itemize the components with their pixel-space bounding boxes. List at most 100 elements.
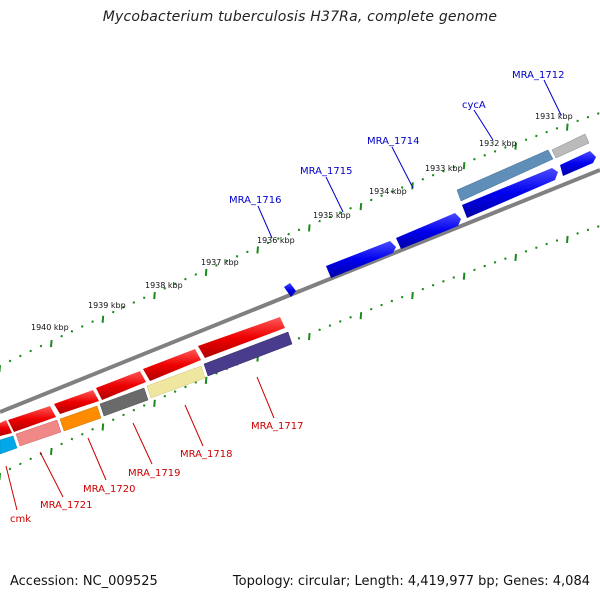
leader-line	[473, 109, 494, 141]
minor-tick	[555, 239, 559, 242]
minor-tick	[287, 232, 290, 236]
leader-line	[543, 79, 562, 116]
minor-tick	[576, 232, 579, 235]
minor-tick	[235, 255, 239, 258]
minor-tick	[421, 287, 425, 291]
leader-line	[257, 205, 273, 239]
tick-label: 1939 kbp	[88, 301, 126, 310]
minor-tick	[29, 457, 32, 461]
minor-tick	[483, 264, 486, 268]
minor-tick	[142, 404, 146, 407]
gene-cyca-block[interactable]	[456, 149, 554, 202]
gene-label-mra-1716[interactable]: MRA_1716	[229, 195, 281, 206]
minor-tick	[452, 165, 456, 169]
gene-forward-arrow[interactable]	[396, 213, 461, 249]
minor-tick	[8, 467, 12, 471]
minor-tick	[339, 211, 342, 214]
gene-reverse-arrow[interactable]	[8, 406, 56, 432]
tick-label: 1932 kbp	[479, 139, 517, 148]
minor-tick	[277, 237, 280, 240]
major-tick	[566, 123, 569, 131]
tick-label: 1936 kbp	[257, 236, 295, 245]
gene-forward-arrow[interactable]	[326, 241, 396, 278]
gene-mra-1717-block[interactable]	[203, 331, 293, 377]
minor-tick	[545, 130, 548, 134]
gene-label-mra-1714[interactable]: MRA_1714	[367, 136, 419, 147]
minor-tick	[504, 146, 507, 149]
gene-mra-1720-block[interactable]	[59, 405, 102, 432]
major-tick	[462, 162, 466, 170]
minor-tick	[586, 115, 590, 119]
leader-line	[132, 422, 153, 465]
gene-mra-1712-block[interactable]	[551, 133, 590, 159]
forward-gene-labels	[257, 79, 562, 239]
tick-label: 1940 kbp	[31, 323, 69, 332]
minor-tick	[70, 437, 74, 441]
minor-tick	[369, 198, 373, 202]
minor-tick	[318, 219, 321, 223]
minor-tick	[194, 273, 198, 276]
gene-reverse-arrow[interactable]	[143, 349, 201, 381]
minor-tick	[390, 190, 394, 193]
minor-tick	[380, 194, 383, 198]
tick-label: 1931 kbp	[535, 112, 573, 121]
gene-reverse-arrow[interactable]	[0, 420, 12, 436]
gene-mra-1716-block[interactable]	[284, 283, 296, 297]
gene-label-mra-1721[interactable]: MRA_1721	[40, 500, 92, 511]
minor-tick	[442, 280, 445, 283]
minor-tick	[132, 301, 136, 304]
minor-tick	[400, 186, 404, 189]
gene-mra-1719-block[interactable]	[99, 387, 149, 417]
minor-tick	[173, 390, 177, 393]
tick-label: 1933 kbp	[425, 164, 463, 173]
minor-tick	[369, 307, 373, 311]
minor-tick	[142, 296, 146, 300]
minor-tick	[318, 328, 321, 332]
gene-label-mra-1718[interactable]: MRA_1718	[180, 449, 232, 460]
gene-reverse-arrow[interactable]	[54, 390, 99, 414]
minor-tick	[8, 359, 12, 363]
gene-cmk-block[interactable]	[0, 435, 18, 455]
gene-label-mra-1715[interactable]: MRA_1715	[300, 166, 352, 177]
minor-tick	[535, 134, 538, 138]
major-tick	[101, 315, 105, 323]
minor-tick	[483, 153, 486, 157]
minor-tick	[297, 228, 301, 232]
minor-tick	[91, 320, 94, 323]
minor-tick	[473, 268, 476, 272]
tick-label: 1937 kbp	[201, 258, 239, 267]
gene-label-cyca[interactable]: cycA	[462, 100, 486, 111]
gene-reverse-arrow[interactable]	[96, 371, 146, 400]
gene-label-mra-1712[interactable]: MRA_1712	[512, 70, 564, 81]
gene-forward-arrow[interactable]	[560, 151, 596, 176]
leader-line	[5, 465, 18, 511]
gene-label-mra-1720[interactable]: MRA_1720	[83, 484, 135, 495]
minor-tick	[400, 295, 404, 299]
major-tick	[101, 423, 105, 431]
minor-tick	[431, 173, 435, 177]
leader-line	[325, 176, 344, 213]
minor-tick	[225, 259, 228, 263]
minor-tick	[266, 241, 270, 245]
gene-label-cmk[interactable]: cmk	[10, 514, 31, 525]
major-tick	[50, 447, 53, 455]
gene-mra-1718-block[interactable]	[146, 365, 206, 399]
map-title: Mycobacterium tuberculosis H37Ra, comple…	[102, 9, 498, 25]
minor-tick	[452, 276, 456, 279]
gene-mra-1721-block[interactable]	[15, 419, 62, 447]
major-tick	[359, 312, 363, 320]
gene-label-mra-1717[interactable]: MRA_1717	[251, 421, 303, 432]
outer-tick-ring	[0, 112, 600, 373]
gene-forward-arrow[interactable]	[462, 168, 558, 218]
minor-tick	[493, 150, 497, 153]
major-tick	[411, 182, 414, 190]
reverse-gene-labels	[5, 376, 275, 511]
gene-label-mra-1719[interactable]: MRA_1719	[128, 468, 180, 479]
minor-tick	[504, 257, 507, 260]
leader-line	[87, 437, 107, 481]
minor-tick	[524, 138, 528, 142]
minor-tick	[246, 250, 249, 254]
gene-reverse-arrow[interactable]	[198, 317, 285, 358]
tick-label: 1934 kbp	[369, 187, 407, 196]
